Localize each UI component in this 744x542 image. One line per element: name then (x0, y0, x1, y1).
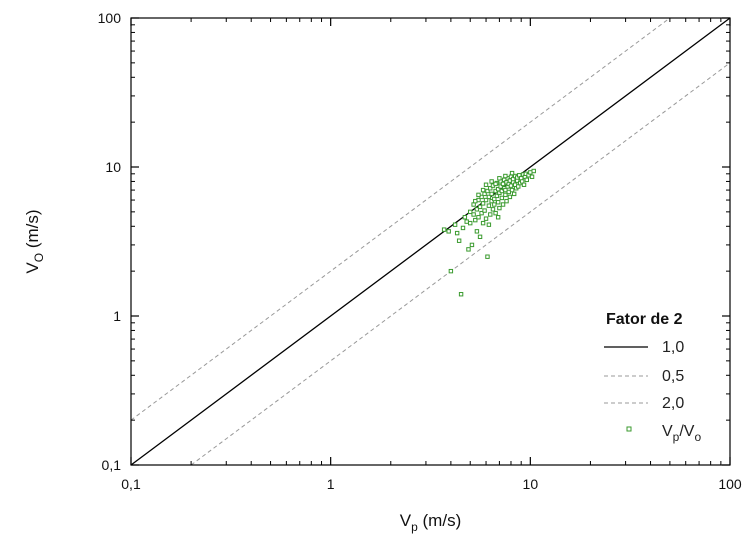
reference-line-2-0 (190, 62, 731, 466)
data-point (486, 203, 492, 208)
data-point (468, 209, 473, 215)
data-point (503, 187, 508, 193)
data-point (469, 242, 475, 248)
data-point (511, 191, 517, 197)
data-point (468, 220, 473, 226)
legend-title: Fator de 2 (606, 311, 683, 328)
data-point (474, 207, 480, 212)
y-tick-label: 0,1 (102, 457, 122, 473)
data-point (454, 230, 460, 236)
data-points (441, 168, 536, 297)
x-tick-label: 0,1 (121, 476, 141, 492)
data-point (524, 177, 529, 183)
legend-label-1-0: 1,0 (662, 339, 684, 356)
data-point (521, 182, 527, 187)
x-axis-title: Vp (m/s) (400, 511, 461, 534)
data-point (480, 220, 486, 226)
data-point (495, 200, 501, 205)
data-point (507, 194, 513, 200)
reference-line-1-0 (130, 17, 731, 466)
data-point (488, 212, 493, 217)
data-point (500, 202, 506, 207)
data-point (446, 229, 451, 234)
y-tick-label: 10 (105, 159, 121, 175)
data-point (489, 191, 494, 197)
reference-lines (130, 17, 731, 466)
data-point (495, 215, 501, 220)
data-point (485, 254, 490, 259)
plot-area-frame (130, 17, 731, 466)
data-point (490, 207, 496, 212)
data-point (479, 210, 484, 216)
data-point (497, 176, 502, 181)
y-axis-title: VO (m/s) (23, 209, 46, 273)
data-point (466, 247, 471, 252)
data-point (471, 212, 476, 217)
data-point (477, 234, 483, 240)
legend-label-2-0: 2,0 (662, 395, 684, 412)
data-point (477, 204, 483, 210)
data-point (480, 187, 486, 193)
data-point (483, 197, 489, 203)
data-point (452, 222, 458, 227)
data-point (509, 187, 515, 193)
legend: Fator de 2 1,0 0,5 2,0 Vp/Vo (604, 311, 701, 444)
x-tick-label: 10 (523, 476, 539, 492)
data-point (504, 198, 509, 204)
y-tick-label: 100 (98, 10, 122, 26)
data-point (482, 208, 487, 213)
data-point (489, 179, 494, 184)
axis-ticks: 0,1 1 10 100 0,1 1 10 100 (98, 10, 742, 492)
data-point (476, 215, 481, 220)
x-tick-label: 1 (327, 476, 335, 492)
data-point (462, 215, 468, 220)
data-point (528, 170, 533, 175)
data-point (480, 201, 486, 206)
data-point (448, 268, 454, 274)
data-point (529, 174, 535, 179)
data-point (473, 217, 478, 223)
data-point (503, 173, 508, 179)
data-point (473, 198, 478, 204)
data-point (441, 227, 447, 232)
data-point (474, 229, 480, 234)
data-point (488, 186, 493, 191)
data-point (464, 219, 469, 224)
data-point (492, 202, 497, 207)
data-point (460, 225, 466, 231)
data-point (476, 192, 481, 198)
legend-marker-vp-vo (626, 426, 632, 432)
data-point (499, 195, 505, 201)
data-point (509, 170, 515, 176)
reference-line-0-5 (130, 17, 671, 421)
x-tick-label: 100 (718, 476, 742, 492)
data-point (531, 168, 536, 174)
y-tick-label: 1 (113, 308, 121, 324)
data-point (483, 216, 489, 221)
data-point (486, 194, 492, 200)
legend-label-0-5: 0,5 (662, 368, 684, 385)
data-point (486, 222, 492, 227)
data-point (456, 238, 462, 243)
data-point (493, 181, 498, 187)
data-point (458, 292, 464, 297)
data-point (494, 193, 500, 199)
data-point (493, 210, 498, 216)
data-point (492, 196, 497, 202)
data-point (497, 205, 502, 211)
data-point (483, 182, 489, 187)
data-point (500, 181, 506, 187)
data-point (516, 184, 521, 189)
data-point (485, 188, 490, 194)
legend-label-vp-vo: Vp/Vo (662, 423, 701, 444)
data-point (503, 192, 508, 198)
